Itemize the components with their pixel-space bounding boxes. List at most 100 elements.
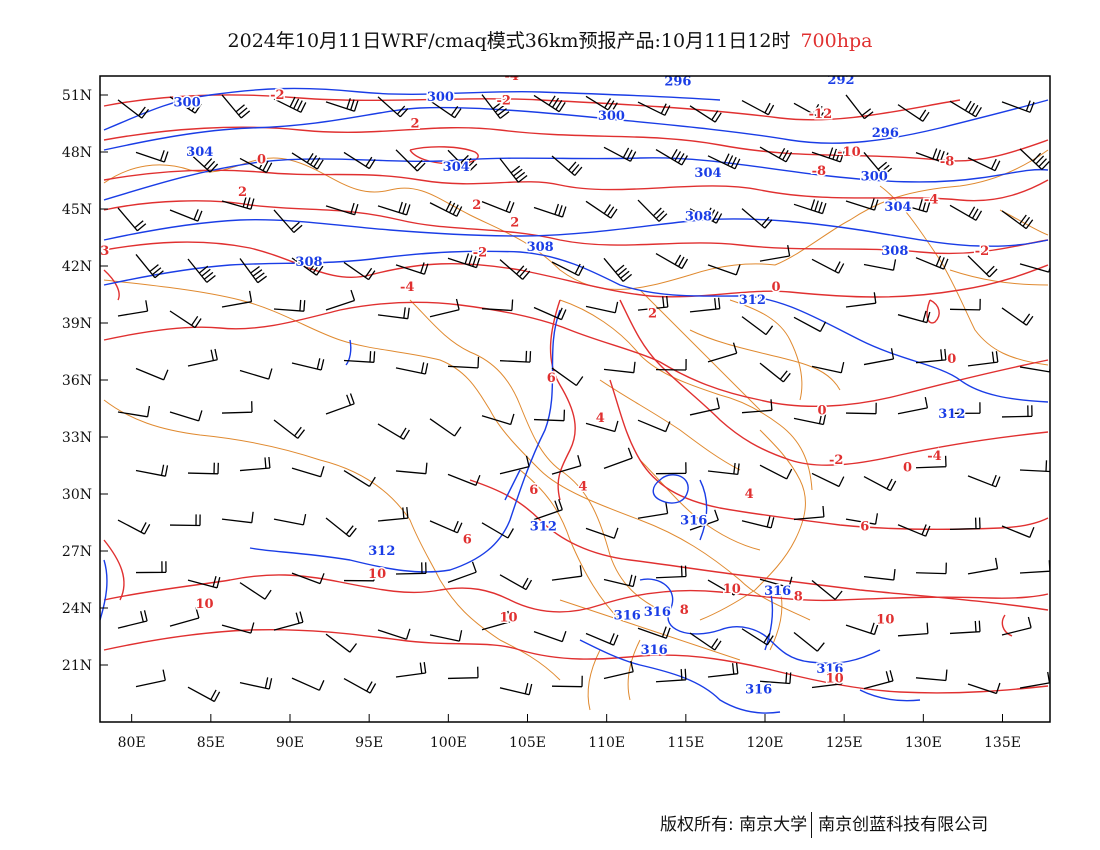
lat-tick-label: 30N [62, 487, 92, 503]
temperature-label: 4 [596, 411, 605, 426]
title-main: 2024年10月11日WRF/cmaq模式36km预报产品:10月11日12时 [227, 30, 791, 52]
wind-barb [447, 149, 478, 173]
wind-barb [1001, 100, 1035, 113]
province-boundaries [103, 149, 1049, 711]
wind-barb [343, 569, 375, 582]
wind-barb [239, 157, 273, 174]
wind-barb [273, 513, 307, 526]
wind-barb [135, 254, 164, 279]
temperature-label: 0 [903, 460, 912, 475]
wind-barb [377, 201, 411, 216]
geopotential-label: 304 [443, 160, 470, 175]
temperature-label: 8 [794, 590, 803, 605]
temperature-label: 0 [817, 403, 826, 418]
wind-barb [793, 412, 827, 426]
temperature-label: 8 [680, 603, 689, 618]
wind-barb [325, 517, 357, 538]
wind-barb [655, 668, 687, 683]
wind-barb [793, 631, 825, 652]
lat-tick-label: 45N [62, 202, 92, 218]
wind-barb [481, 200, 515, 214]
geopotential-label: 316 [644, 605, 671, 620]
wind-barb [291, 572, 325, 585]
geopotential-label: 316 [680, 514, 707, 529]
wind-barb [655, 253, 689, 270]
wind-barb [429, 630, 463, 642]
wind-barb [117, 207, 147, 232]
wind-barb [637, 295, 669, 311]
wind-barb [377, 507, 409, 522]
temperature-label: 6 [529, 483, 538, 498]
wind-barb [1001, 405, 1033, 418]
lon-tick-label: 110E [588, 735, 625, 751]
wind-barb [221, 511, 254, 524]
wind-barb [325, 289, 356, 311]
wind-barb [655, 462, 687, 475]
wind-barb [811, 579, 843, 601]
wind-barb [811, 672, 843, 689]
wind-barb [499, 574, 533, 591]
temperature-label: 4 [745, 487, 754, 502]
wind-barb [759, 146, 793, 163]
wind-barb [655, 565, 687, 579]
wind-barb [967, 682, 1001, 695]
wind-barb [187, 258, 216, 283]
wind-barb [551, 675, 583, 688]
wind-barb [863, 348, 895, 366]
temperature-label: 10 [876, 612, 894, 627]
wind-barb [325, 633, 358, 653]
lon-tick-label: 95E [355, 735, 383, 751]
wind-barb [169, 96, 202, 114]
wind-barb [603, 361, 636, 374]
wind-barb [897, 310, 931, 324]
wind-barb [759, 576, 793, 589]
wind-barb [637, 502, 669, 519]
wind-barb [897, 199, 931, 213]
temperature-label: 10 [195, 597, 213, 612]
wind-barb [429, 200, 463, 217]
lat-tick-label: 51N [62, 88, 92, 104]
temperature-label: 6 [860, 519, 869, 534]
wind-barb [499, 682, 533, 696]
temperature-label: 6 [463, 533, 472, 548]
temperature-label: 10 [826, 671, 844, 686]
wind-barb [585, 420, 619, 433]
wind-barb [759, 244, 791, 262]
lat-tick-label: 42N [62, 259, 92, 275]
wind-barb [343, 351, 376, 363]
wind-barb [707, 153, 741, 170]
map-border [99, 75, 1051, 723]
wind-barb [481, 94, 510, 119]
wind-barb [551, 155, 583, 176]
wind-barb [343, 261, 376, 281]
lon-tick-label: 120E [747, 735, 784, 751]
wind-barb [481, 522, 514, 539]
temperature-label: -2 [270, 88, 284, 103]
lat-tick-label: 33N [62, 430, 92, 446]
wind-barb [585, 527, 619, 539]
wind-barb [707, 579, 741, 596]
wind-barb [291, 152, 324, 170]
wind-barb [689, 105, 722, 123]
wind-barb [811, 147, 845, 163]
temperature-label: -2 [497, 94, 511, 109]
title-pressure-level: 700hpa [800, 30, 873, 52]
temperature-label: 4 [578, 479, 587, 494]
geopotential-label: 304 [186, 145, 213, 160]
wind-barb [135, 367, 169, 381]
wind-barb [585, 301, 619, 314]
wind-barb [759, 362, 791, 383]
temperature-label: -2 [975, 244, 989, 259]
geopotential-label: 308 [295, 255, 322, 270]
wind-barb [377, 628, 411, 640]
wind-barb [343, 151, 376, 170]
wind-barb [221, 622, 255, 634]
wind-barb [533, 630, 567, 643]
wind-barb [1019, 671, 1050, 689]
lat-tick-label: 27N [62, 544, 92, 560]
footer-credits: 版权所有: 南京大学 南京创蓝科技有限公司 [660, 810, 988, 838]
wind-barb [533, 499, 563, 521]
wind-barb [429, 298, 460, 318]
wind-barb [291, 466, 325, 478]
wind-barb [637, 626, 671, 639]
